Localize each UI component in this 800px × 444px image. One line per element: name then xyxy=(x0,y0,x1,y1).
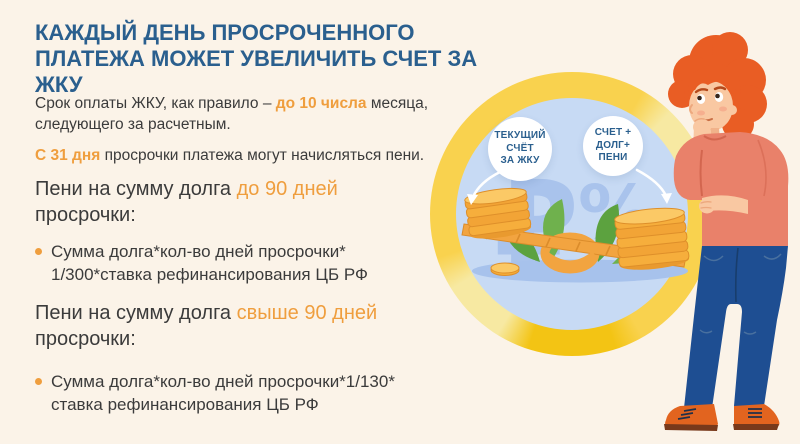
formula-under-90: Сумма долга*кол-во дней просрочки* 1/300… xyxy=(35,240,455,286)
deadline-post: месяца, следующего за расчетным. xyxy=(35,95,429,133)
bullet-dot-icon xyxy=(35,248,42,255)
person-shirt xyxy=(673,132,789,251)
bubble-current-account: ТЕКУЩИЙ СЧЁТ ЗА ЖКУ xyxy=(488,117,552,181)
person-shoes xyxy=(664,404,780,431)
penalty-start-highlight: С 31 дня xyxy=(35,147,101,164)
penalty-heading-over-90: Пени на сумму долга свыше 90 дней просро… xyxy=(35,300,420,352)
formula-over-90-text: Сумма долга*кол-во дней просрочки*1/130*… xyxy=(51,372,395,414)
heading2-highlight: свыше 90 дней xyxy=(236,302,378,324)
coin-stack-small-icon xyxy=(464,187,532,239)
payment-deadline-text: Срок оплаты ЖКУ, как правило – до 10 чис… xyxy=(35,93,465,135)
heading2-pre: Пени на сумму долга xyxy=(35,302,237,324)
page-title: КАЖДЫЙ ДЕНЬ ПРОСРОЧЕННОГО ПЛАТЕЖА МОЖЕТ … xyxy=(35,20,478,97)
bubble-debt-label: СЧЕТ + ДОЛГ+ ПЕНИ xyxy=(594,127,632,164)
formula-over-90: Сумма долга*кол-во дней просрочки*1/130*… xyxy=(35,370,455,416)
penalty-start-post: просрочки платежа могут начисляться пени… xyxy=(100,147,425,164)
deadline-pre: Срок оплаты ЖКУ, как правило – xyxy=(35,95,276,112)
deadline-highlight: до 10 числа xyxy=(275,95,367,112)
person-hair-front-icon xyxy=(688,64,741,98)
penalty-heading-under-90: Пени на сумму долга до 90 дней просрочки… xyxy=(35,176,420,228)
bubble-current-label: ТЕКУЩИЙ СЧЁТ ЗА ЖКУ xyxy=(494,130,546,167)
arrow-down-right-icon xyxy=(635,168,672,204)
heading1-highlight: до 90 дней xyxy=(236,178,338,200)
heading1-post: просрочки: xyxy=(35,204,136,226)
person-jeans xyxy=(684,246,788,408)
penalty-start-text: С 31 дня просрочки платежа могут начисля… xyxy=(35,145,465,166)
coin-stack-large-icon xyxy=(614,207,690,270)
person-folded-arm xyxy=(699,195,748,214)
heading1-pre: Пени на сумму долга xyxy=(35,178,237,200)
heading2-post: просрочки: xyxy=(35,328,136,350)
dropped-coin-icon xyxy=(490,262,520,276)
rope-ring-front xyxy=(542,251,598,270)
bullet-dot-icon xyxy=(35,378,42,385)
arrow-down-left-icon xyxy=(467,170,502,205)
formula-under-90-text: Сумма долга*кол-во дней просрочки* 1/300… xyxy=(51,242,368,284)
bubble-debt-account: СЧЕТ + ДОЛГ+ ПЕНИ xyxy=(583,116,643,176)
